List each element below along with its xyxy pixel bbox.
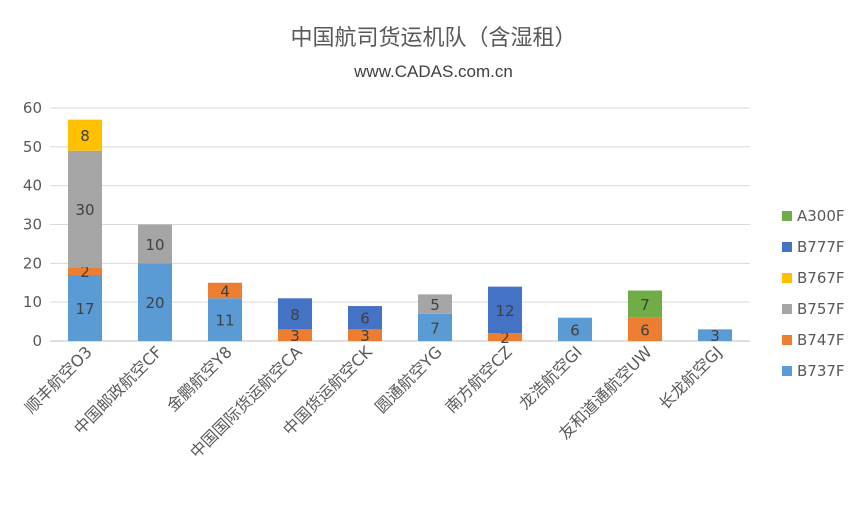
bar-segment: [68, 274, 102, 341]
bar-segment: [698, 329, 732, 341]
data-label: 7: [430, 319, 440, 337]
bar-segment: [138, 263, 172, 341]
bar-segment: [558, 317, 592, 341]
data-label: 8: [290, 306, 300, 324]
x-tick-label: 长龙航空GJ: [655, 342, 726, 413]
data-label: 6: [640, 321, 650, 339]
legend-label: A300F: [797, 207, 845, 225]
bar-segment: [418, 313, 452, 341]
data-label: 7: [640, 296, 650, 314]
legend-swatch: [782, 273, 792, 283]
bar-segment: [278, 298, 312, 330]
bar-segment: [68, 267, 102, 275]
legend-label: B757F: [797, 300, 845, 318]
bar-segment: [208, 282, 242, 299]
data-label: 10: [145, 236, 164, 254]
data-label: 30: [75, 201, 94, 219]
x-tick-label: 圆通航空YG: [371, 342, 445, 416]
data-label: 11: [215, 312, 234, 330]
bar-segment: [138, 224, 172, 264]
data-label: 3: [710, 327, 720, 345]
data-label: 4: [220, 283, 230, 301]
x-tick-label: 金鹏航空Y8: [163, 342, 236, 415]
data-label: 3: [360, 327, 370, 345]
bar-segment: [68, 150, 102, 268]
bar-segment: [418, 294, 452, 314]
x-tick-label: 南方航空CZ: [441, 342, 515, 416]
chart-subtitle: www.CADAS.com.cn: [354, 62, 513, 81]
data-label: 6: [570, 321, 580, 339]
legend-label: B777F: [797, 238, 845, 256]
bar-segment: [348, 329, 382, 341]
y-tick-label: 0: [32, 332, 42, 350]
legend-label: B747F: [797, 331, 845, 349]
data-label: 3: [290, 327, 300, 345]
y-tick-label: 20: [23, 254, 42, 272]
data-label: 6: [360, 310, 370, 328]
y-tick-label: 50: [23, 138, 42, 156]
data-label: 5: [430, 296, 440, 314]
y-tick-label: 40: [23, 177, 42, 195]
data-label: 20: [145, 294, 164, 312]
data-label: 8: [80, 127, 90, 145]
x-tick-label: 顺丰航空O3: [21, 342, 96, 417]
bar-segment: [348, 306, 382, 330]
bar-segment: [628, 290, 662, 318]
legend-swatch: [782, 335, 792, 345]
data-label: 17: [75, 300, 94, 318]
legend-swatch: [782, 304, 792, 314]
y-tick-label: 60: [23, 99, 42, 117]
legend-swatch: [782, 242, 792, 252]
data-label: 2: [500, 329, 510, 347]
x-tick-label: 龙浩航空GI: [515, 342, 586, 413]
legend-swatch: [782, 366, 792, 376]
data-label: 12: [495, 302, 514, 320]
legend-label: B737F: [797, 362, 845, 380]
bar-segment: [278, 329, 312, 341]
legend-label: B767F: [797, 269, 845, 287]
chart-title: 中国航司货运机队（含湿租）: [290, 26, 577, 51]
bar-segment: [488, 333, 522, 341]
y-tick-label: 10: [23, 293, 42, 311]
bar-segment: [208, 298, 242, 341]
y-tick-label: 30: [23, 216, 42, 234]
bar-segment: [488, 286, 522, 334]
data-label: 2: [80, 263, 90, 281]
bar-segment: [68, 119, 102, 151]
legend-swatch: [782, 211, 792, 221]
bar-segment: [628, 317, 662, 341]
